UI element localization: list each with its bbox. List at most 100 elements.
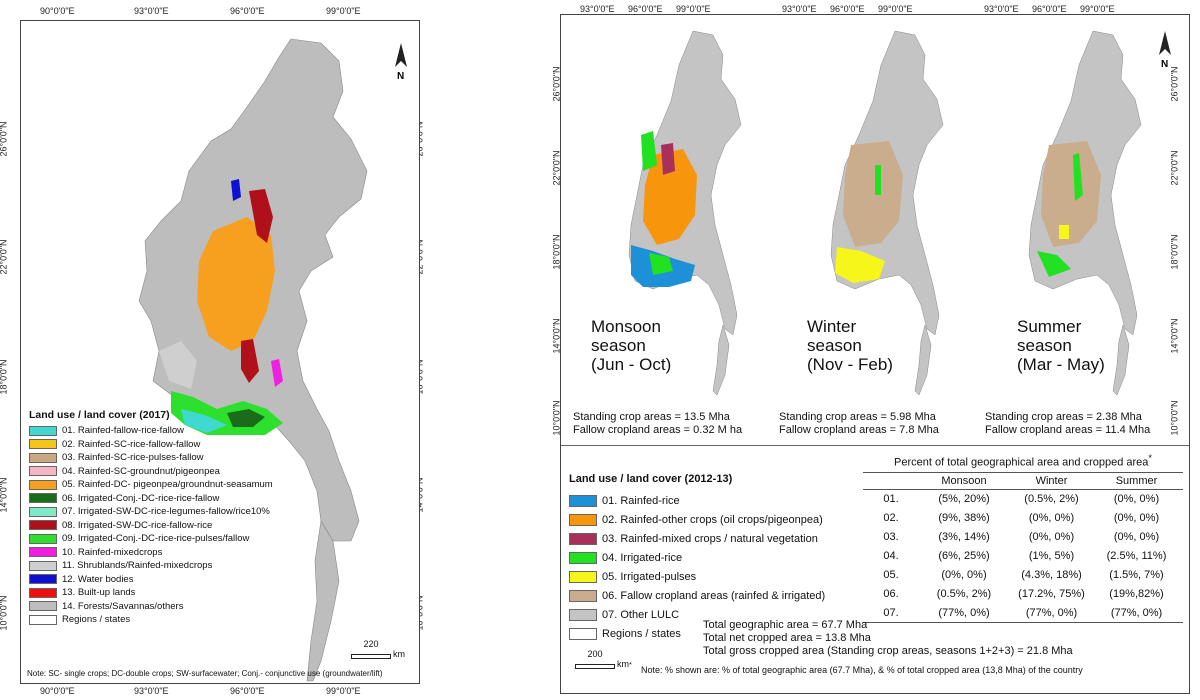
right-legend-item: 04. Irrigated-rice [569, 548, 869, 567]
left-legend-item: 03. Rainfed-SC-rice-pulses-fallow [29, 451, 329, 465]
right-legend: Land use / land cover (2012-13) 01. Rain… [569, 473, 869, 643]
right-legend-label: 06. Fallow cropland areas (rainfed & irr… [602, 589, 826, 602]
right-legend-item: 07. Other LULC [569, 605, 869, 624]
coord-top-1: 90°0'0"E [40, 6, 75, 16]
winter-word: season [807, 336, 862, 355]
left-note: Note: SC- single crops; DC-double crops;… [27, 669, 383, 678]
left-legend-item: 02. Rainfed-SC-rice-fallow-fallow [29, 438, 329, 452]
rcoord-top-2: 96°0'0"E [628, 4, 663, 14]
coord-left-3: 18°0'0"N [0, 359, 9, 395]
left-legend-label: 10. Rainfed-mixedcrops [62, 546, 163, 558]
winter-label: Winter season (Nov - Feb) [807, 317, 893, 374]
right-legend-list: 01. Rainfed-rice 02. Rainfed-other crops … [569, 491, 869, 643]
table-cell: (77%, 0%) [1025, 606, 1078, 619]
coord-bottom-3: 96°0'0"E [230, 686, 265, 696]
table-cell: (9%, 38%) [938, 512, 990, 525]
table-row: 02. (9%, 38%) (0%, 0%) (0%, 0%) [863, 509, 1183, 528]
right-map-frame: 26°0'0"N 22°0'0"N 18°0'0"N 14°0'0"N 10°0… [552, 14, 1190, 694]
table-row: 07. (77%, 0%) (77%, 0%) (77%, 0%) [863, 604, 1183, 623]
summer-label: Summer season (Mar - May) [1017, 317, 1105, 374]
right-legend-swatch [569, 570, 597, 583]
table-cell: (3%, 14%) [938, 531, 990, 544]
total-gross-cropped: Total gross cropped area (Standing crop … [703, 645, 1073, 657]
left-legend-swatch [29, 574, 57, 585]
percent-table: Percent of total geographical area and c… [863, 453, 1183, 623]
left-legend-item: 08. Irrigated-SW-DC-rice-fallow-rice [29, 519, 329, 533]
table-row: 01. (5%, 20%) (0.5%, 2%) (0%, 0%) [863, 490, 1183, 509]
left-legend-item: 01. Rainfed-fallow-rice-fallow [29, 424, 329, 438]
coord-bottom-1: 90°0'0"E [40, 686, 75, 696]
monsoon-map [628, 30, 742, 396]
rcoord-top-5: 96°0'0"E [830, 4, 865, 14]
summer-name: Summer [1017, 317, 1082, 336]
left-legend-list: 01. Rainfed-fallow-rice-fallow 02. Rainfe… [29, 424, 329, 627]
mixedcrops-magenta-patch [271, 359, 283, 387]
winter-stats: Standing crop areas = 5.98 Mha Fallow cr… [779, 411, 939, 437]
summer-map [1028, 30, 1142, 396]
left-legend-item: 11. Shrublands/Rainfed-mixedcrops [29, 559, 329, 573]
table-row: 03. (3%, 14%) (0%, 0%) (0%, 0%) [863, 528, 1183, 547]
monsoon-word: season [591, 336, 646, 355]
table-row: 05. (0%, 0%) (4.3%, 18%) (1.5%, 7%) [863, 566, 1183, 585]
table-cell: (0.5%, 2%) [936, 588, 992, 601]
rcoord-top-4: 93°0'0"E [782, 4, 817, 14]
left-legend-label: 01. Rainfed-fallow-rice-fallow [62, 425, 184, 437]
right-legend-label: 03. Rainfed-mixed crops / natural vegeta… [602, 532, 818, 545]
left-scale-unit: km [393, 649, 405, 659]
right-scale-bar: 200 km * [575, 649, 632, 669]
left-legend-swatch [29, 506, 57, 517]
coord-top-2: 93°0'0"E [134, 6, 169, 16]
table-cell: 05. [883, 569, 899, 582]
table-cell: (17.2%, 75%) [1018, 588, 1085, 601]
winter-standing: Standing crop areas = 5.98 Mha [779, 411, 936, 423]
table-header-winter: Winter [1035, 474, 1068, 487]
left-map-panel: 90°0'0"E 93°0'0"E 96°0'0"E 99°0'0"E 90°0… [0, 4, 456, 696]
dryzone-orange-area [197, 217, 275, 351]
coord-left-5: 10°0'0"N [0, 595, 9, 631]
rcoord-top-1: 93°0'0"E [580, 4, 615, 14]
coord-top-4: 99°0'0"E [326, 6, 361, 16]
delta-darkgreen-area [227, 409, 265, 427]
left-scale-bar: 220 km [351, 639, 405, 659]
table-cell: (19%,82%) [1109, 588, 1164, 601]
total-net-cropped: Total net cropped area = 13.8 Mha [703, 632, 871, 644]
left-legend-swatch [29, 425, 57, 436]
left-legend-label: 11. Shrublands/Rainfed-mixedcrops [62, 560, 213, 572]
left-legend-item: 04. Rainfed-SC-groundnut/pigeonpea [29, 465, 329, 479]
left-legend-swatch [29, 587, 57, 598]
summer-word: season [1017, 336, 1072, 355]
percent-table-body: 01. (5%, 20%) (0.5%, 2%) (0%, 0%) 02. (9%, 38… [863, 490, 1183, 623]
left-legend-swatch [29, 479, 57, 490]
right-legend-swatch [569, 532, 597, 545]
monsoon-stats: Standing crop areas = 13.5 Mha Fallow cr… [573, 411, 742, 437]
monsoon-fallow: Fallow cropland areas = 0.32 M ha [573, 424, 743, 436]
right-legend-item: 06. Fallow cropland areas (rainfed & irr… [569, 586, 869, 605]
right-legend-item: Regions / states [569, 624, 869, 643]
myanmar-map-2017: N [138, 38, 407, 682]
summer-stats: Standing crop areas = 2.38 Mha Fallow cr… [985, 411, 1150, 437]
table-row: 04. (6%, 25%) (1%, 5%) (2.5%, 11%) [863, 547, 1183, 566]
right-legend-swatch [569, 551, 597, 564]
rcoord-top-6: 99°0'0"E [878, 4, 913, 14]
table-cell: 04. [883, 550, 899, 563]
right-note: Note: % shown are: % of total geographic… [641, 665, 1083, 675]
left-scale-line [351, 654, 391, 659]
right-legend-swatch [569, 589, 597, 602]
left-legend-item: 06. Irrigated-Conj.-DC-rice-rice-fallow [29, 492, 329, 506]
left-legend-label: 08. Irrigated-SW-DC-rice-fallow-rice [62, 519, 213, 531]
percent-table-header: Monsoon Winter Summer [863, 473, 1183, 490]
right-legend-swatch [569, 494, 597, 507]
coord-left-1: 26°0'0"N [0, 121, 9, 157]
left-legend-item: 07. Irrigated-SW-DC-rice-legumes-fallow/… [29, 505, 329, 519]
totals-block: Total geographic area = 67.7 Mha Total n… [703, 619, 1073, 658]
table-cell: (6%, 25%) [938, 550, 990, 563]
winter-name: Winter [807, 317, 857, 336]
rcoord-top-7: 93°0'0"E [984, 4, 1019, 14]
seasonal-maps: N [628, 30, 1171, 396]
coord-bottom-2: 93°0'0"E [134, 686, 169, 696]
rcoord-top-3: 99°0'0"E [676, 4, 711, 14]
rcoord-top-8: 96°0'0"E [1032, 4, 1067, 14]
irrigated-red-patch-2 [241, 339, 259, 383]
shrubland-area [159, 341, 197, 389]
table-cell: (77%, 0%) [1110, 606, 1163, 619]
